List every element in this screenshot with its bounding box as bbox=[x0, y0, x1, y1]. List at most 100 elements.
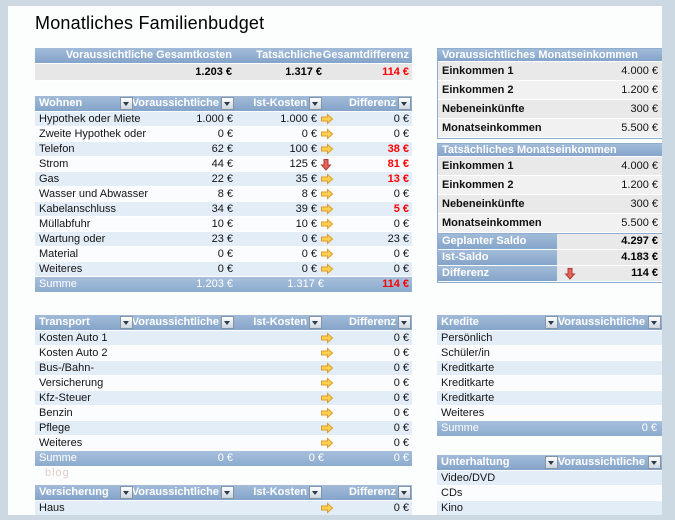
actual-cost-cell: 125 € bbox=[289, 158, 317, 170]
table-row[interactable]: Wasser und Abwasser 8 € 8 € 0 € bbox=[35, 187, 412, 202]
actual-cost-cell: 0 € bbox=[301, 233, 317, 245]
table-row[interactable]: Kosten Auto 2 0 € bbox=[35, 346, 412, 361]
filter-dropdown-icon[interactable] bbox=[221, 97, 234, 110]
category-cell: Video/DVD bbox=[441, 472, 496, 484]
table-row[interactable]: Kreditkarte bbox=[437, 391, 662, 406]
table-row[interactable]: Weiteres 0 € 0 € 0 € bbox=[35, 262, 412, 277]
category-cell: Wasser und Abwasser bbox=[39, 188, 149, 200]
table-row[interactable]: Haus 0 € bbox=[35, 501, 412, 515]
table-row[interactable]: Material 0 € 0 € 0 € bbox=[35, 247, 412, 262]
filter-dropdown-icon[interactable] bbox=[398, 486, 411, 499]
column-header: Voraussichtliche bbox=[131, 97, 219, 109]
table-wohnen: Wohnen Voraussichtliche Ist-Kosten Differen… bbox=[35, 96, 412, 293]
category-cell: Telefon bbox=[39, 143, 75, 155]
filter-dropdown-icon[interactable] bbox=[545, 316, 558, 329]
filter-dropdown-icon[interactable] bbox=[648, 456, 661, 469]
table-row[interactable]: Video/DVD bbox=[437, 471, 662, 486]
table-row[interactable]: Kreditkarte bbox=[437, 361, 662, 376]
planned-cost-cell: 10 € bbox=[211, 218, 233, 230]
table-row[interactable]: Nebeneinkünfte 300 € bbox=[438, 100, 662, 119]
category-cell: Kreditkarte bbox=[441, 362, 495, 374]
table-row[interactable]: Weiteres 0 € bbox=[35, 436, 412, 451]
filter-dropdown-icon[interactable] bbox=[309, 486, 322, 499]
category-cell: Weiteres bbox=[441, 407, 485, 419]
category-cell: Müllabfuhr bbox=[39, 218, 91, 230]
table-row[interactable]: Telefon 62 € 100 € 38 € bbox=[35, 142, 412, 157]
table-title: Unterhaltung bbox=[441, 456, 510, 468]
income-label-cell: Einkommen 2 bbox=[442, 84, 514, 96]
actual-cost-cell: 0 € bbox=[301, 248, 317, 260]
difference-cell: 81 € bbox=[387, 158, 409, 170]
down-arrow-icon bbox=[320, 158, 332, 171]
table-row[interactable]: Kabelanschluss 34 € 39 € 5 € bbox=[35, 202, 412, 217]
down-arrow-icon bbox=[564, 267, 576, 280]
table-row[interactable]: Einkommen 1 4.000 € bbox=[438, 157, 662, 176]
difference-cell: 0 € bbox=[393, 248, 409, 260]
table-row[interactable]: Benzin 0 € bbox=[35, 406, 412, 421]
planned-cost-cell: 34 € bbox=[211, 203, 233, 215]
table-row[interactable]: Kosten Auto 1 0 € bbox=[35, 331, 412, 346]
column-header: Voraussichtliche Gesamtkosten bbox=[65, 49, 232, 61]
table-row[interactable]: CDs bbox=[437, 486, 662, 501]
table-row[interactable]: Kino bbox=[437, 501, 662, 515]
table-row[interactable]: Kreditkarte bbox=[437, 376, 662, 391]
right-arrow-icon bbox=[320, 233, 334, 245]
filter-dropdown-icon[interactable] bbox=[309, 316, 322, 329]
summary-values-row[interactable]: 1.203 € 1.317 € 114 € bbox=[35, 64, 412, 81]
filter-dropdown-icon[interactable] bbox=[398, 97, 411, 110]
table-row[interactable]: Persönlich bbox=[437, 331, 662, 346]
table-row[interactable]: Weiteres bbox=[437, 406, 662, 421]
filter-dropdown-icon[interactable] bbox=[120, 97, 133, 110]
planned-cost-cell: 22 € bbox=[211, 173, 233, 185]
filter-dropdown-icon[interactable] bbox=[545, 456, 558, 469]
table-row[interactable]: Einkommen 2 1.200 € bbox=[438, 81, 662, 100]
category-cell: Pflege bbox=[39, 422, 71, 434]
table-row[interactable]: Pflege 0 € bbox=[35, 421, 412, 436]
category-cell: Material bbox=[39, 248, 79, 260]
saldo-row[interactable]: Geplanter Saldo 4.297 € bbox=[438, 234, 662, 250]
table-row[interactable]: Bus-/Bahn- 0 € bbox=[35, 361, 412, 376]
saldo-label-cell: Differenz bbox=[438, 266, 557, 281]
table-row[interactable]: Strom 44 € 125 € 81 € bbox=[35, 157, 412, 172]
filter-dropdown-icon[interactable] bbox=[398, 316, 411, 329]
table-title: Tatsächliches Monatseinkommen bbox=[442, 144, 617, 156]
filter-dropdown-icon[interactable] bbox=[221, 486, 234, 499]
saldo-row[interactable]: Ist-Saldo 4.183 € bbox=[438, 250, 662, 266]
right-arrow-icon bbox=[320, 263, 334, 275]
filter-dropdown-icon[interactable] bbox=[648, 316, 661, 329]
table-row[interactable]: Monatseinkommen 5.500 € bbox=[438, 119, 662, 138]
table-row[interactable]: Nebeneinkünfte 300 € bbox=[438, 195, 662, 214]
table-row[interactable]: Versicherung 0 € bbox=[35, 376, 412, 391]
table-row[interactable]: Wartung oder 23 € 0 € 23 € bbox=[35, 232, 412, 247]
worksheet: Monatliches Familienbudget Voraussichtli… bbox=[8, 6, 662, 515]
right-arrow-icon bbox=[320, 422, 334, 434]
right-arrow-icon bbox=[320, 188, 334, 200]
filter-dropdown-icon[interactable] bbox=[309, 97, 322, 110]
table-row[interactable]: Einkommen 1 4.000 € bbox=[438, 62, 662, 81]
category-cell: Weiteres bbox=[39, 437, 83, 449]
sum-planned-cell: 1.203 € bbox=[196, 278, 233, 290]
saldo-row[interactable]: Differenz 114 € bbox=[438, 266, 662, 282]
income-value-cell: 1.200 € bbox=[621, 84, 658, 96]
filter-dropdown-icon[interactable] bbox=[120, 316, 133, 329]
filter-dropdown-icon[interactable] bbox=[120, 486, 133, 499]
summary-value-cell: 1.203 € bbox=[195, 66, 232, 78]
column-header: Tatsächliche bbox=[256, 49, 322, 61]
table-row[interactable]: Hypothek oder Miete 1.000 € 1.000 € 0 € bbox=[35, 112, 412, 127]
category-cell: Haus bbox=[39, 502, 65, 514]
difference-cell: 0 € bbox=[393, 218, 409, 230]
right-arrow-icon bbox=[320, 332, 334, 344]
table-row[interactable]: Gas 22 € 35 € 13 € bbox=[35, 172, 412, 187]
category-cell: Kosten Auto 1 bbox=[39, 332, 108, 344]
table-row[interactable]: Kfz-Steuer 0 € bbox=[35, 391, 412, 406]
table-row[interactable]: Zweite Hypothek oder 0 € 0 € 0 € bbox=[35, 127, 412, 142]
table-row[interactable]: Schüler/in bbox=[437, 346, 662, 361]
table-row[interactable]: Müllabfuhr 10 € 10 € 0 € bbox=[35, 217, 412, 232]
table-row[interactable]: Einkommen 2 1.200 € bbox=[438, 176, 662, 195]
filter-dropdown-icon[interactable] bbox=[221, 316, 234, 329]
difference-cell: 0 € bbox=[393, 392, 409, 404]
category-cell: Kreditkarte bbox=[441, 392, 495, 404]
category-cell: Weiteres bbox=[39, 263, 83, 275]
table-row[interactable]: Monatseinkommen 5.500 € bbox=[438, 214, 662, 233]
right-arrow-icon bbox=[320, 173, 334, 185]
